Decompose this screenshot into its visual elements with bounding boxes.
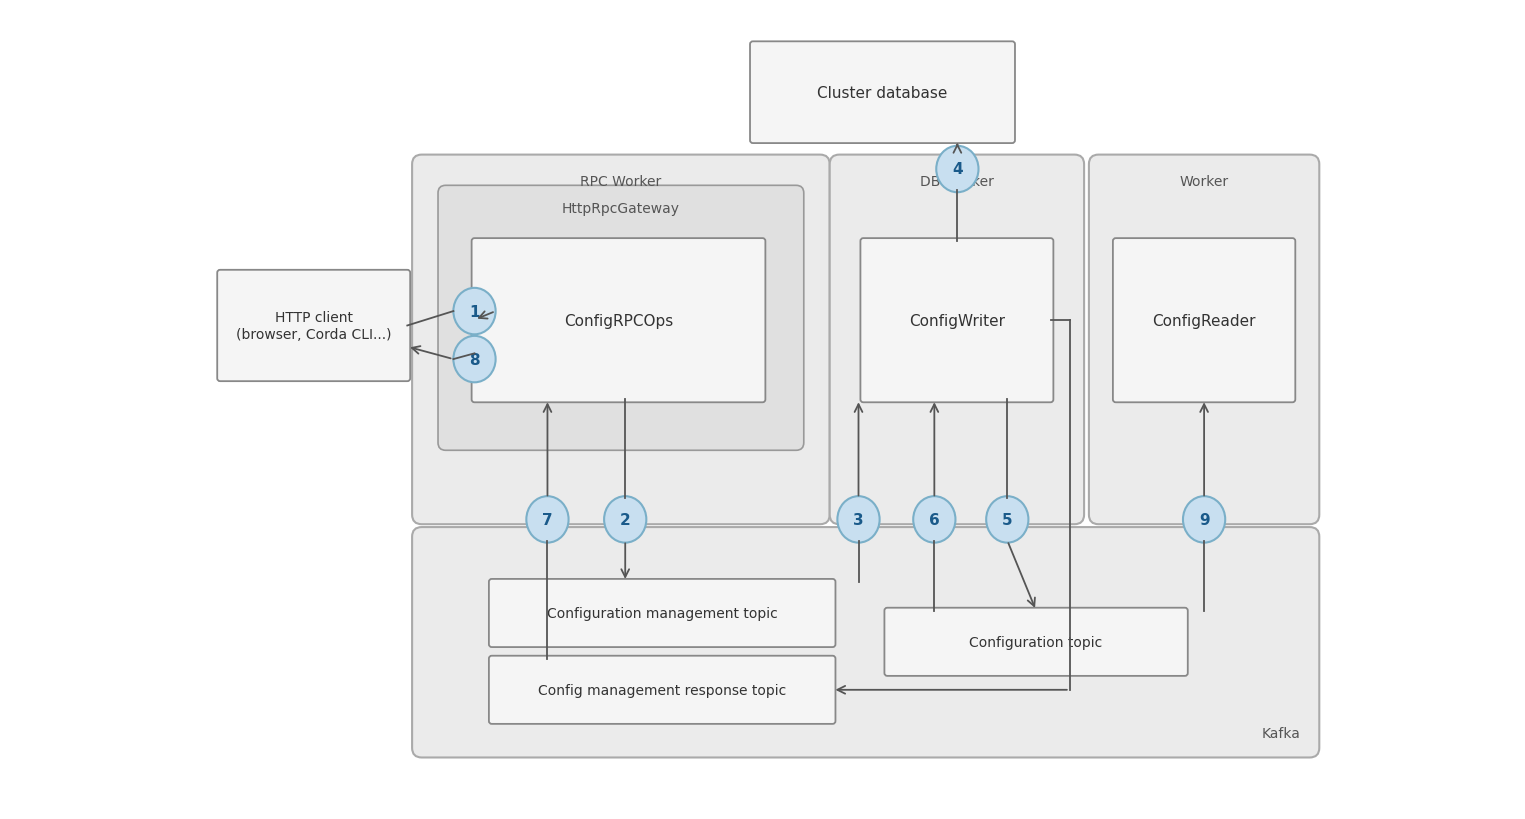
FancyBboxPatch shape [412, 527, 1319, 758]
Ellipse shape [1183, 496, 1225, 543]
Ellipse shape [987, 496, 1028, 543]
Text: ConfigRPCOps: ConfigRPCOps [564, 314, 673, 328]
Text: 1: 1 [470, 304, 480, 319]
FancyBboxPatch shape [1089, 156, 1319, 524]
FancyBboxPatch shape [471, 239, 766, 403]
Text: Configuration management topic: Configuration management topic [547, 606, 778, 620]
Text: Cluster database: Cluster database [817, 86, 947, 101]
Ellipse shape [453, 337, 496, 382]
Text: 6: 6 [929, 512, 939, 527]
Text: 4: 4 [952, 162, 962, 177]
Text: RPC Worker: RPC Worker [581, 175, 662, 189]
Text: HttpRpcGateway: HttpRpcGateway [561, 202, 680, 216]
Text: 8: 8 [470, 352, 480, 367]
FancyBboxPatch shape [490, 579, 836, 647]
FancyBboxPatch shape [217, 270, 410, 382]
Ellipse shape [604, 496, 647, 543]
Text: Worker: Worker [1179, 175, 1229, 189]
Text: DB Worker: DB Worker [920, 175, 994, 189]
FancyBboxPatch shape [750, 43, 1016, 144]
Text: 7: 7 [543, 512, 552, 527]
FancyBboxPatch shape [412, 156, 830, 524]
Text: 5: 5 [1002, 512, 1013, 527]
Text: 2: 2 [619, 512, 631, 527]
FancyBboxPatch shape [438, 186, 804, 450]
Ellipse shape [453, 288, 496, 335]
FancyBboxPatch shape [884, 608, 1188, 676]
FancyBboxPatch shape [830, 156, 1084, 524]
Text: ConfigWriter: ConfigWriter [909, 314, 1005, 328]
Ellipse shape [526, 496, 569, 543]
Ellipse shape [837, 496, 880, 543]
Text: Config management response topic: Config management response topic [538, 683, 787, 697]
Text: ConfigReader: ConfigReader [1153, 314, 1257, 328]
Text: 9: 9 [1199, 512, 1209, 527]
Ellipse shape [936, 147, 979, 193]
Text: Kafka: Kafka [1261, 726, 1301, 740]
FancyBboxPatch shape [860, 239, 1054, 403]
FancyBboxPatch shape [1113, 239, 1295, 403]
FancyBboxPatch shape [490, 656, 836, 724]
Text: Configuration topic: Configuration topic [970, 635, 1103, 649]
Text: 3: 3 [852, 512, 863, 527]
Ellipse shape [913, 496, 956, 543]
Text: HTTP client
(browser, Corda CLI...): HTTP client (browser, Corda CLI...) [236, 311, 392, 342]
